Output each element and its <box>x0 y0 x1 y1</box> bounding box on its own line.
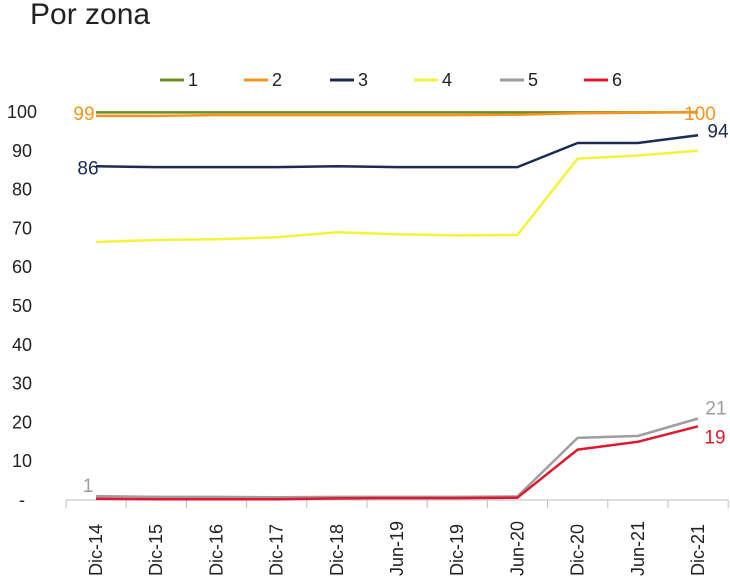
x-tick-label: Dic-20 <box>568 524 588 576</box>
x-tick-label: Dic-15 <box>146 524 166 576</box>
y-tick-label: 30 <box>12 374 32 394</box>
x-tick-label: Dic-18 <box>327 524 347 576</box>
x-tick-label: Dic-14 <box>86 524 106 576</box>
series-line-3 <box>95 134 699 169</box>
data-label: 19 <box>704 427 725 448</box>
data-label: 21 <box>705 399 726 420</box>
legend-label: 5 <box>528 70 538 90</box>
x-tick-label: Dic-21 <box>688 524 708 576</box>
y-tick-label: 50 <box>12 296 32 316</box>
y-tick-label: 10 <box>12 451 32 471</box>
legend-label: 4 <box>442 70 452 90</box>
legend-label: 3 <box>358 70 368 90</box>
x-tick-label: Dic-16 <box>206 524 226 576</box>
y-tick-label: 100 <box>7 102 37 122</box>
series-line-6 <box>95 425 699 501</box>
y-tick-label: - <box>19 490 25 510</box>
data-label: 94 <box>707 121 729 142</box>
x-tick-label: Jun-20 <box>507 521 527 576</box>
x-tick-label: Dic-19 <box>447 524 467 576</box>
y-tick-label: 70 <box>12 218 32 238</box>
chart-title: Por zona <box>30 0 151 31</box>
series-line-5 <box>95 417 699 499</box>
y-tick-label: 60 <box>12 257 32 277</box>
y-tick-label: 90 <box>12 141 32 161</box>
data-label: 99 <box>73 104 94 125</box>
legend-label: 1 <box>188 70 198 90</box>
y-tick-label: 40 <box>12 335 32 355</box>
legend-label: 6 <box>612 70 622 90</box>
data-label: 100 <box>684 104 716 125</box>
legend-label: 2 <box>272 70 282 90</box>
y-tick-label: 20 <box>12 412 32 432</box>
data-label: 1 <box>83 476 94 497</box>
data-label: 86 <box>77 158 98 179</box>
x-tick-label: Jun-21 <box>628 521 648 576</box>
x-tick-label: Dic-17 <box>267 524 287 576</box>
x-tick-label: Jun-19 <box>387 521 407 576</box>
y-tick-label: 80 <box>12 180 32 200</box>
series-line-4 <box>95 149 699 244</box>
